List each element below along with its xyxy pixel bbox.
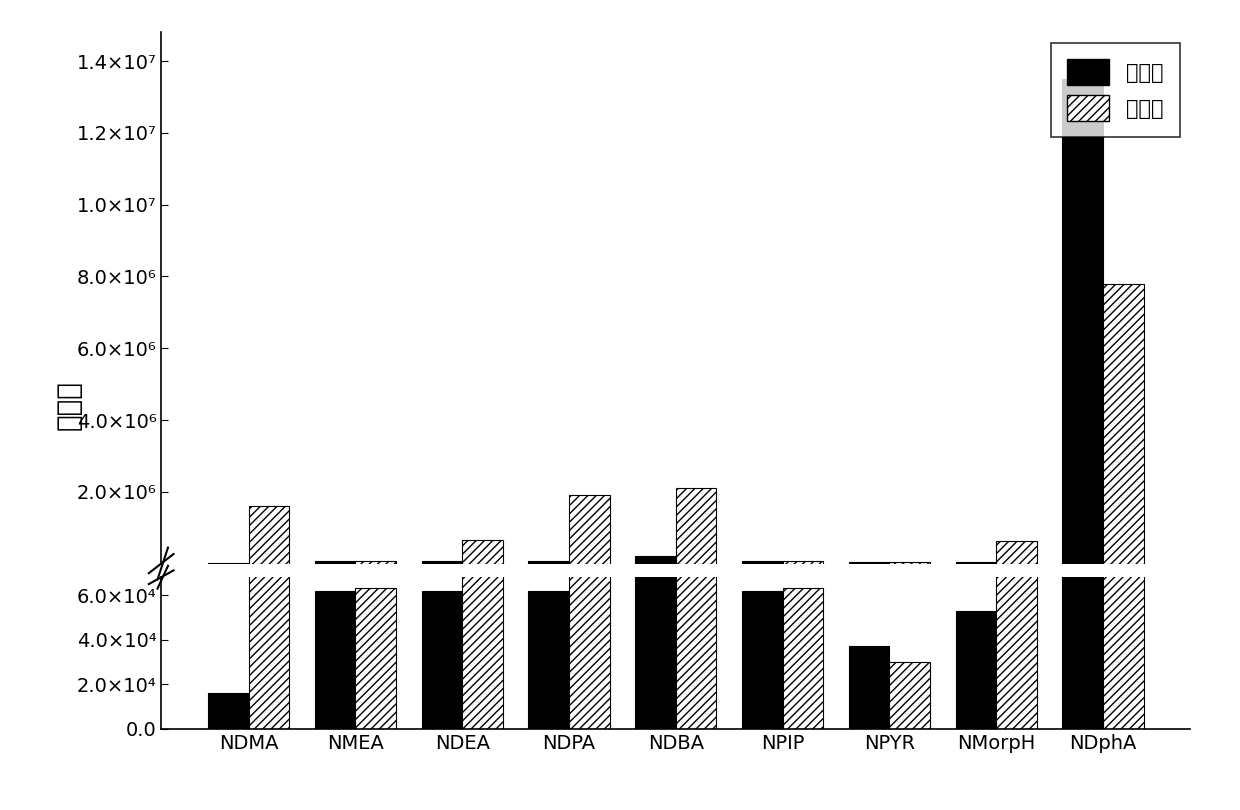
Bar <box>1104 284 1143 564</box>
Bar <box>742 561 782 564</box>
Text: 峰面积: 峰面积 <box>55 380 82 430</box>
Bar <box>996 541 1037 564</box>
Bar <box>635 283 676 729</box>
Bar <box>463 0 502 729</box>
Bar <box>1104 0 1143 729</box>
Bar <box>356 561 396 564</box>
Bar <box>889 562 930 564</box>
Bar <box>742 590 782 729</box>
Bar <box>996 0 1037 729</box>
Bar <box>676 488 717 564</box>
Bar <box>315 561 356 564</box>
Bar <box>422 590 463 729</box>
Bar <box>782 588 823 729</box>
Bar <box>889 662 930 729</box>
Bar <box>208 693 248 729</box>
Bar <box>248 506 289 564</box>
Legend: 浸入式, 顶空式: 浸入式, 顶空式 <box>1050 43 1180 138</box>
Bar <box>956 611 996 729</box>
Bar <box>463 540 502 564</box>
Bar <box>635 556 676 564</box>
Bar <box>782 561 823 564</box>
Bar <box>356 588 396 729</box>
Bar <box>315 590 356 729</box>
Bar <box>1063 79 1104 564</box>
Bar <box>422 561 463 564</box>
Bar <box>676 0 717 729</box>
Bar <box>569 0 610 729</box>
Bar <box>956 561 996 564</box>
Bar <box>248 0 289 729</box>
Bar <box>1063 0 1104 729</box>
Bar <box>528 590 569 729</box>
Bar <box>528 561 569 564</box>
Bar <box>569 496 610 564</box>
Bar <box>849 646 889 729</box>
Bar <box>849 562 889 564</box>
